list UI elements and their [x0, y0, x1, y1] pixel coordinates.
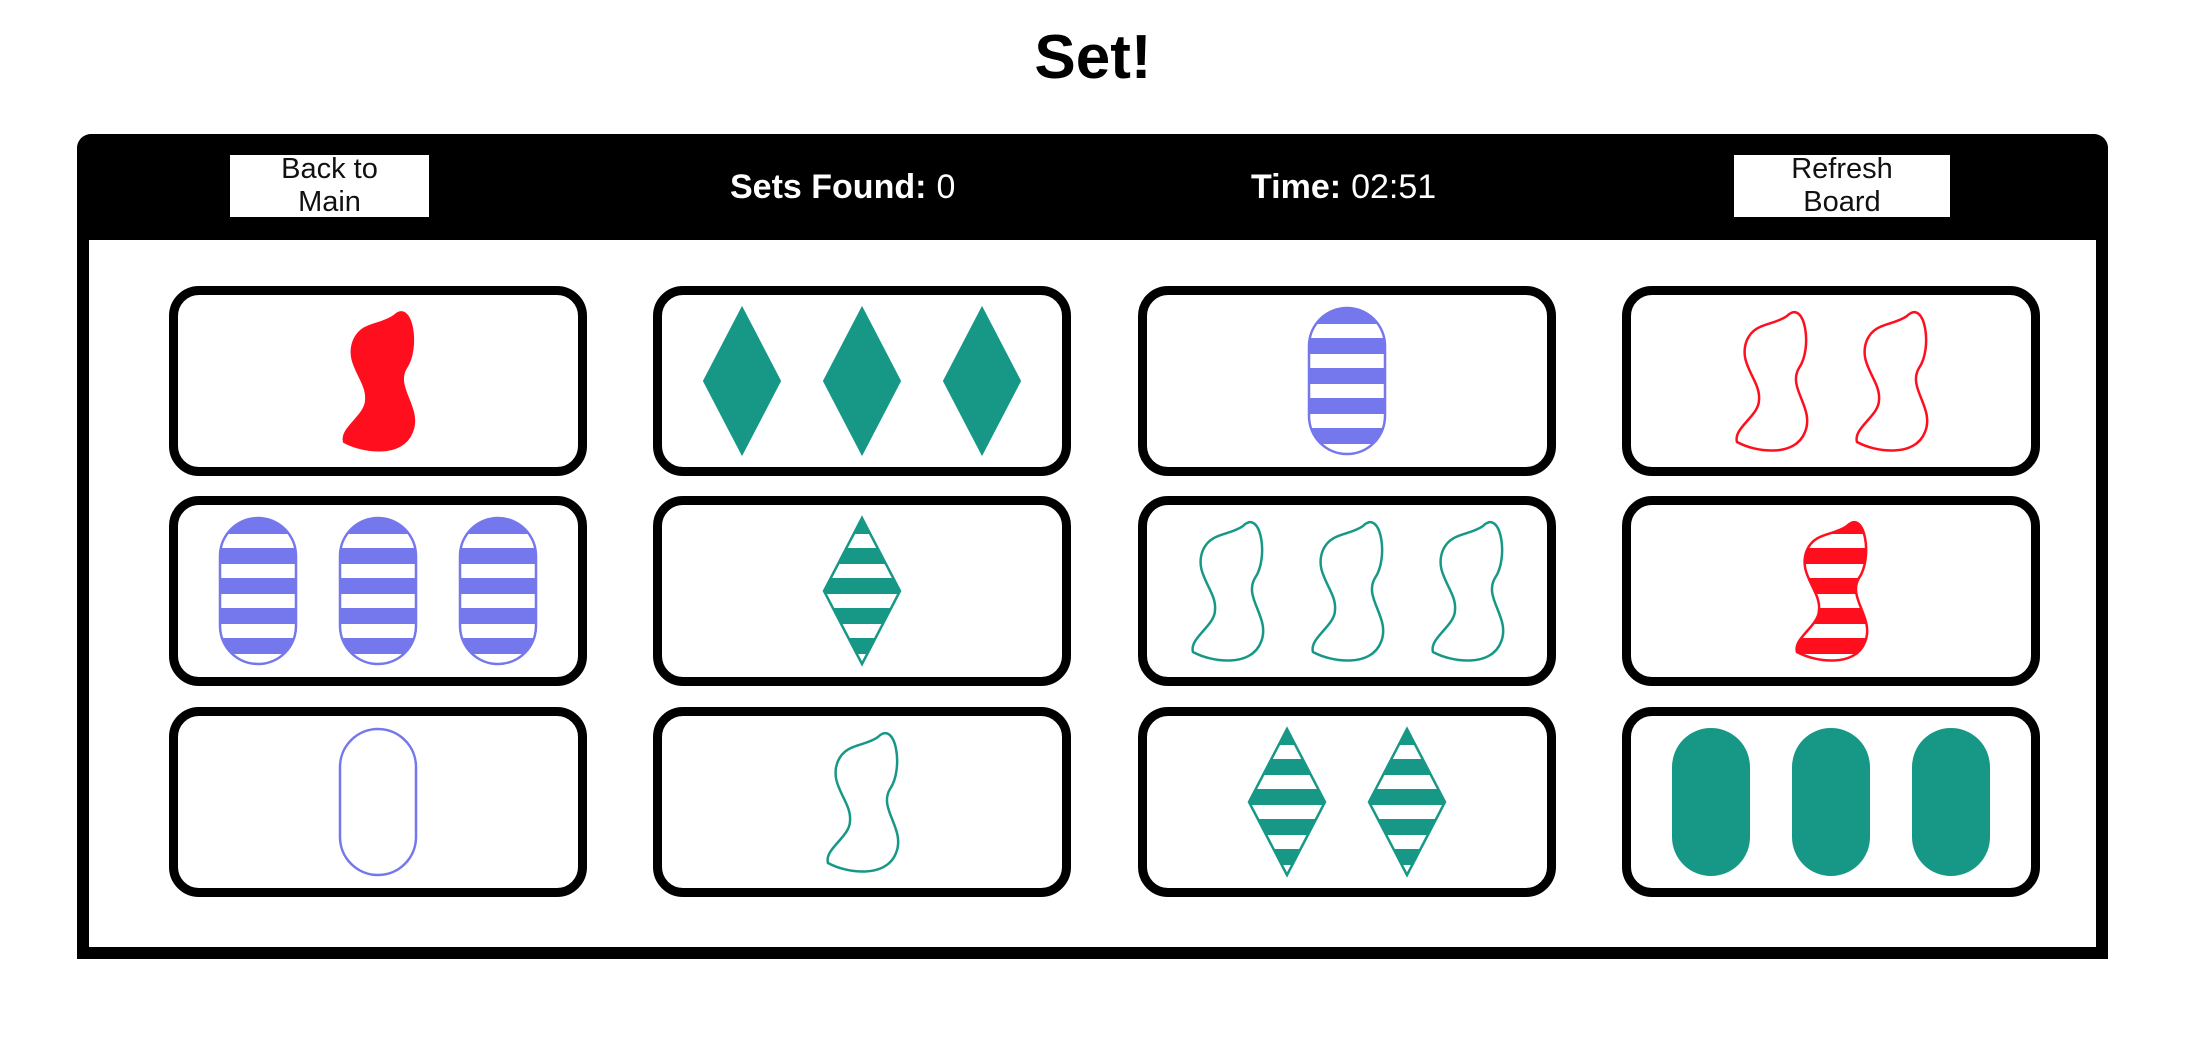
diamond-symbol — [1367, 726, 1447, 878]
refresh-board-button[interactable]: Refresh Board — [1734, 153, 1950, 218]
squiggle-symbol — [1431, 521, 1505, 662]
card-symbols — [702, 305, 1022, 457]
card-symbols — [218, 516, 538, 666]
set-card[interactable] — [1622, 286, 2040, 476]
card-symbols — [338, 727, 418, 877]
game-header: Back to Main Sets Found: 0 Time: 02:51 R… — [77, 134, 2108, 240]
set-card[interactable] — [653, 286, 1071, 476]
set-card[interactable] — [1138, 496, 1556, 686]
diamond-symbol — [702, 305, 782, 457]
game-board: Back to Main Sets Found: 0 Time: 02:51 R… — [77, 134, 2108, 959]
squiggle-symbol — [826, 732, 900, 873]
back-to-main-button[interactable]: Back to Main — [230, 153, 429, 218]
set-card[interactable] — [1138, 707, 1556, 897]
squiggle-symbol — [342, 311, 416, 452]
page-title: Set! — [1034, 23, 1152, 92]
sets-found-label: Sets Found: — [730, 167, 927, 206]
card-symbols — [1795, 521, 1869, 662]
timer-stat: Time: 02:51 — [1251, 134, 1436, 240]
oval-symbol — [1672, 728, 1750, 876]
oval-symbol — [458, 516, 538, 666]
card-symbols — [1307, 306, 1387, 456]
oval-symbol — [338, 727, 418, 877]
set-card[interactable] — [169, 496, 587, 686]
diamond-symbol — [1247, 726, 1327, 878]
diamond-symbol — [822, 515, 902, 667]
time-value: 02:51 — [1351, 167, 1437, 206]
card-symbols — [1247, 726, 1447, 878]
set-card[interactable] — [1138, 286, 1556, 476]
diamond-symbol — [822, 305, 902, 457]
oval-symbol — [1792, 728, 1870, 876]
card-symbols — [822, 515, 902, 667]
oval-symbol — [218, 516, 298, 666]
card-symbols — [1735, 311, 1929, 452]
squiggle-symbol — [1795, 521, 1869, 662]
set-card[interactable] — [653, 496, 1071, 686]
time-label: Time: — [1251, 167, 1342, 206]
diamond-symbol — [942, 305, 1022, 457]
card-symbols — [826, 732, 900, 873]
set-card[interactable] — [1622, 496, 2040, 686]
set-card[interactable] — [169, 707, 587, 897]
oval-symbol — [1307, 306, 1387, 456]
squiggle-symbol — [1735, 311, 1809, 452]
squiggle-symbol — [1191, 521, 1265, 662]
squiggle-symbol — [1855, 311, 1929, 452]
card-symbols — [1672, 728, 1990, 876]
oval-symbol — [338, 516, 418, 666]
card-symbols — [1191, 521, 1505, 662]
squiggle-symbol — [1311, 521, 1385, 662]
set-card[interactable] — [653, 707, 1071, 897]
sets-found-value: 0 — [936, 167, 956, 206]
set-card[interactable] — [169, 286, 587, 476]
sets-found-stat: Sets Found: 0 — [730, 134, 955, 240]
set-card[interactable] — [1622, 707, 2040, 897]
oval-symbol — [1912, 728, 1990, 876]
card-symbols — [342, 311, 416, 452]
